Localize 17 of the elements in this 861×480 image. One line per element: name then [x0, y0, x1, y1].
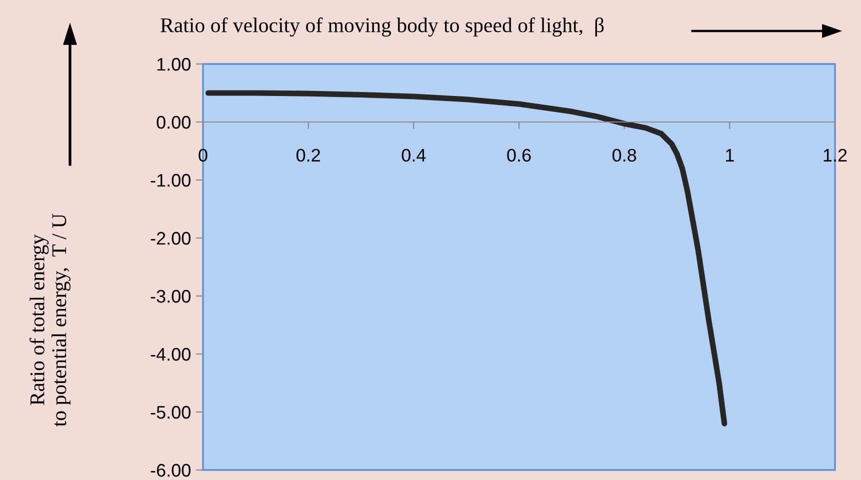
y-tick-label: -5.00: [150, 406, 190, 419]
y-tick-label: -2.00: [150, 232, 190, 245]
x-tick-label: 0.8: [612, 148, 636, 162]
x-tick-label: 0.6: [507, 148, 531, 162]
y-tick-label: -1.00: [150, 174, 190, 187]
x-axis-title: Ratio of velocity of moving body to speed of light, β: [160, 17, 604, 37]
y-tick-label: -6.00: [150, 464, 190, 477]
y-axis-title: Ratio of total energy to potential energy, T / U: [29, 214, 71, 426]
y-tick-label: -4.00: [150, 348, 190, 361]
y-tick-label: 1.00: [157, 58, 190, 71]
y-tick-label: 0.00: [156, 116, 190, 129]
x-tick-label: 0.4: [402, 148, 426, 162]
x-tick-label: 1: [726, 149, 734, 162]
x-tick-label: 0.2: [296, 148, 320, 162]
x-tick-label: 1.2: [824, 148, 847, 162]
x-tick-label: 0: [198, 148, 208, 162]
y-tick-label: -3.00: [150, 290, 190, 303]
